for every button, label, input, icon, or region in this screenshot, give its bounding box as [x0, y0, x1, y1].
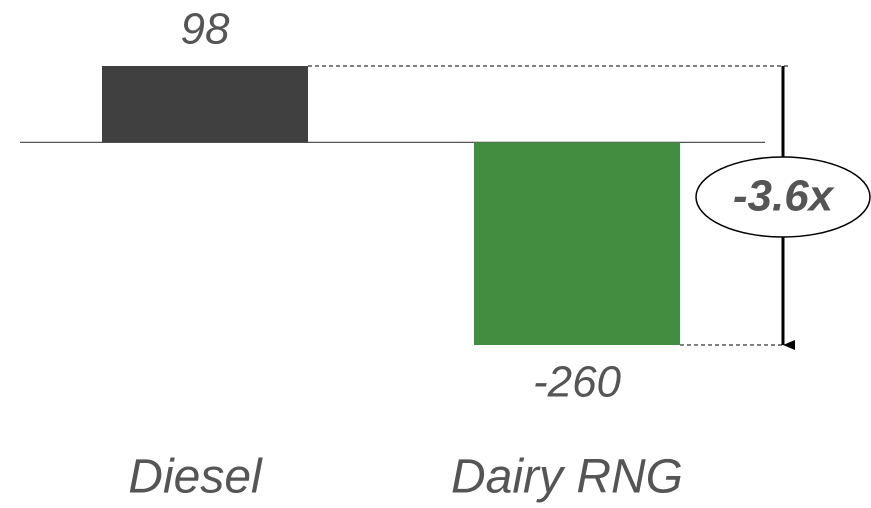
bar: [102, 66, 308, 143]
value-label: -260: [533, 358, 622, 407]
value-label: 98: [181, 5, 230, 54]
category-label: Dairy RNG: [451, 451, 683, 504]
annotation-bubble: [695, 156, 871, 238]
category-label: Diesel: [128, 451, 263, 504]
bar: [474, 142, 680, 345]
annotation: -3.6x: [733, 172, 835, 221]
